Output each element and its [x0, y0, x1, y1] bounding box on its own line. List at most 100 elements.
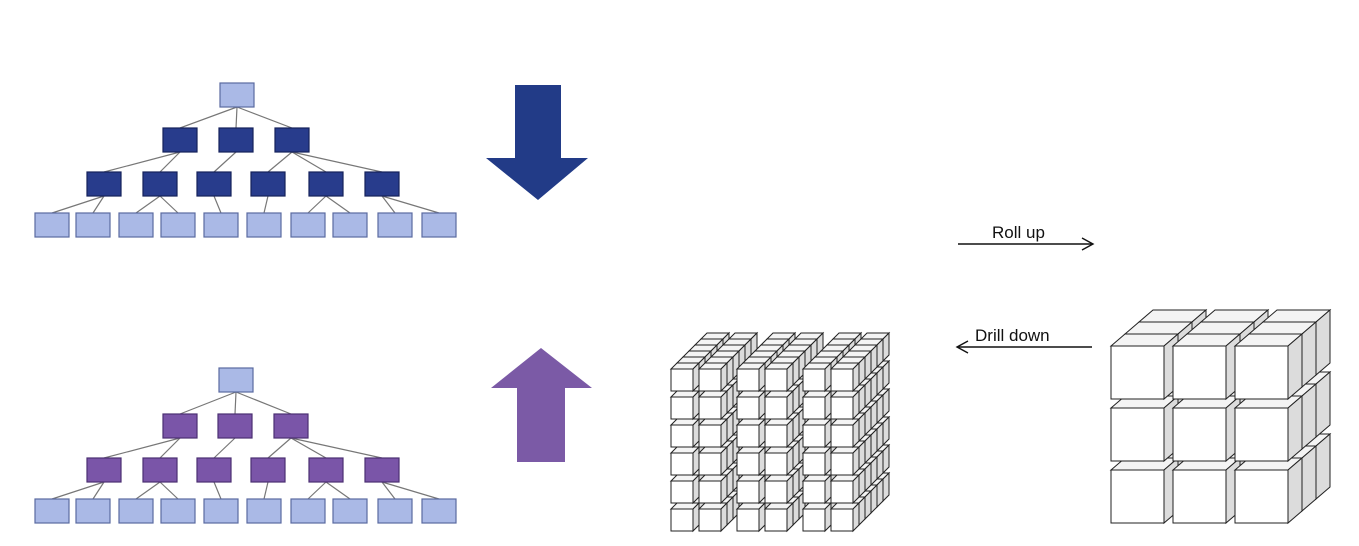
tree-connector — [307, 195, 327, 214]
cube-cell — [829, 417, 861, 449]
tree-node-light — [246, 498, 282, 524]
tree-connector — [213, 437, 236, 459]
tree-node-dark — [86, 457, 122, 483]
tree-node-dark — [364, 457, 400, 483]
tree-connector — [135, 195, 161, 214]
cube-cell — [801, 389, 833, 421]
cube-cell — [735, 445, 767, 477]
cube-cell — [1109, 456, 1180, 525]
bottom-hierarchy — [34, 367, 457, 524]
tree-node-light — [118, 498, 154, 524]
tree-node-light — [75, 498, 111, 524]
hierarchy-trees — [34, 82, 457, 524]
tree-connector — [213, 481, 222, 500]
cube-cell — [669, 501, 701, 533]
tree-connector — [135, 481, 161, 500]
cube-cell — [669, 473, 701, 505]
cube-operations: Roll up Drill down — [955, 223, 1095, 354]
cube-cell — [763, 417, 795, 449]
tree-node-light — [377, 212, 413, 238]
tree-node-light — [332, 498, 368, 524]
drill-down-arrow-head — [955, 340, 969, 354]
roll-up-arrow-head — [1081, 237, 1095, 251]
tree-node-dark — [142, 171, 178, 197]
cube-cell — [1171, 394, 1242, 463]
cube-cell — [1109, 332, 1180, 401]
tree-node-dark — [308, 171, 344, 197]
cube-cell — [1109, 394, 1180, 463]
cube-cell — [669, 389, 701, 421]
tree-connector — [179, 391, 237, 415]
tree-connector — [263, 481, 269, 500]
cube-cell — [697, 473, 729, 505]
tree-node-light — [118, 212, 154, 238]
tree-connector — [213, 195, 222, 214]
tree-node-dark — [142, 457, 178, 483]
drill-down-label: Drill down — [975, 326, 1050, 345]
cube-cell — [697, 501, 729, 533]
tree-node-light — [203, 212, 239, 238]
tree-connector — [51, 481, 105, 500]
tree-node-light — [421, 498, 457, 524]
cube-cell — [697, 389, 729, 421]
vertical-arrows — [486, 85, 592, 462]
cube-cell — [801, 417, 833, 449]
tree-node-light — [34, 212, 70, 238]
cube-cell — [829, 361, 861, 393]
tree-node-light — [421, 212, 457, 238]
tree-connector — [235, 391, 292, 415]
tree-connector — [307, 481, 327, 500]
tree-node-light — [246, 212, 282, 238]
tree-connector — [325, 481, 351, 500]
tree-connector — [92, 481, 105, 500]
tree-connector — [159, 151, 181, 173]
cube-cell — [801, 361, 833, 393]
tree-connector — [103, 151, 181, 173]
tree-node-dark — [273, 413, 309, 439]
detailed-cube — [669, 331, 891, 533]
tree-node-light — [75, 212, 111, 238]
tree-node-light — [332, 212, 368, 238]
cube-cell — [1171, 456, 1242, 525]
tree-connector — [290, 437, 383, 459]
cube-cell — [1233, 394, 1304, 463]
tree-node-light — [160, 212, 196, 238]
tree-node-dark — [250, 457, 286, 483]
tree-connector — [381, 481, 396, 500]
cube-cell — [763, 361, 795, 393]
bottom-hierarchy-connectors — [51, 391, 440, 500]
tree-node-light — [377, 498, 413, 524]
cube-cell — [735, 501, 767, 533]
tree-node-light — [290, 498, 326, 524]
cube-cell — [763, 389, 795, 421]
tree-node-dark — [196, 457, 232, 483]
tree-connector — [291, 151, 327, 173]
tree-connector — [381, 195, 396, 214]
down-arrow — [486, 85, 588, 200]
cube-cell — [735, 417, 767, 449]
cube-cell — [669, 361, 701, 393]
cube-cell — [829, 445, 861, 477]
tree-connector — [236, 106, 293, 129]
tree-connector — [51, 195, 105, 214]
roll-up-label: Roll up — [992, 223, 1045, 242]
up-arrow — [491, 348, 592, 462]
tree-connector — [291, 151, 383, 173]
cube-cell — [1233, 456, 1304, 525]
cube-cell — [801, 445, 833, 477]
cube-cell — [801, 473, 833, 505]
cube-cell — [763, 501, 795, 533]
tree-node-light — [160, 498, 196, 524]
tree-connector — [381, 481, 440, 500]
tree-node-dark — [274, 127, 310, 153]
tree-node-light — [34, 498, 70, 524]
aggregated-cube — [1109, 308, 1332, 525]
tree-connector — [235, 106, 238, 129]
top-hierarchy — [34, 82, 457, 238]
tree-node-dark — [250, 171, 286, 197]
cube-cell — [735, 473, 767, 505]
tree-connector — [267, 437, 292, 459]
cube-cell — [735, 361, 767, 393]
cube-cell — [669, 445, 701, 477]
